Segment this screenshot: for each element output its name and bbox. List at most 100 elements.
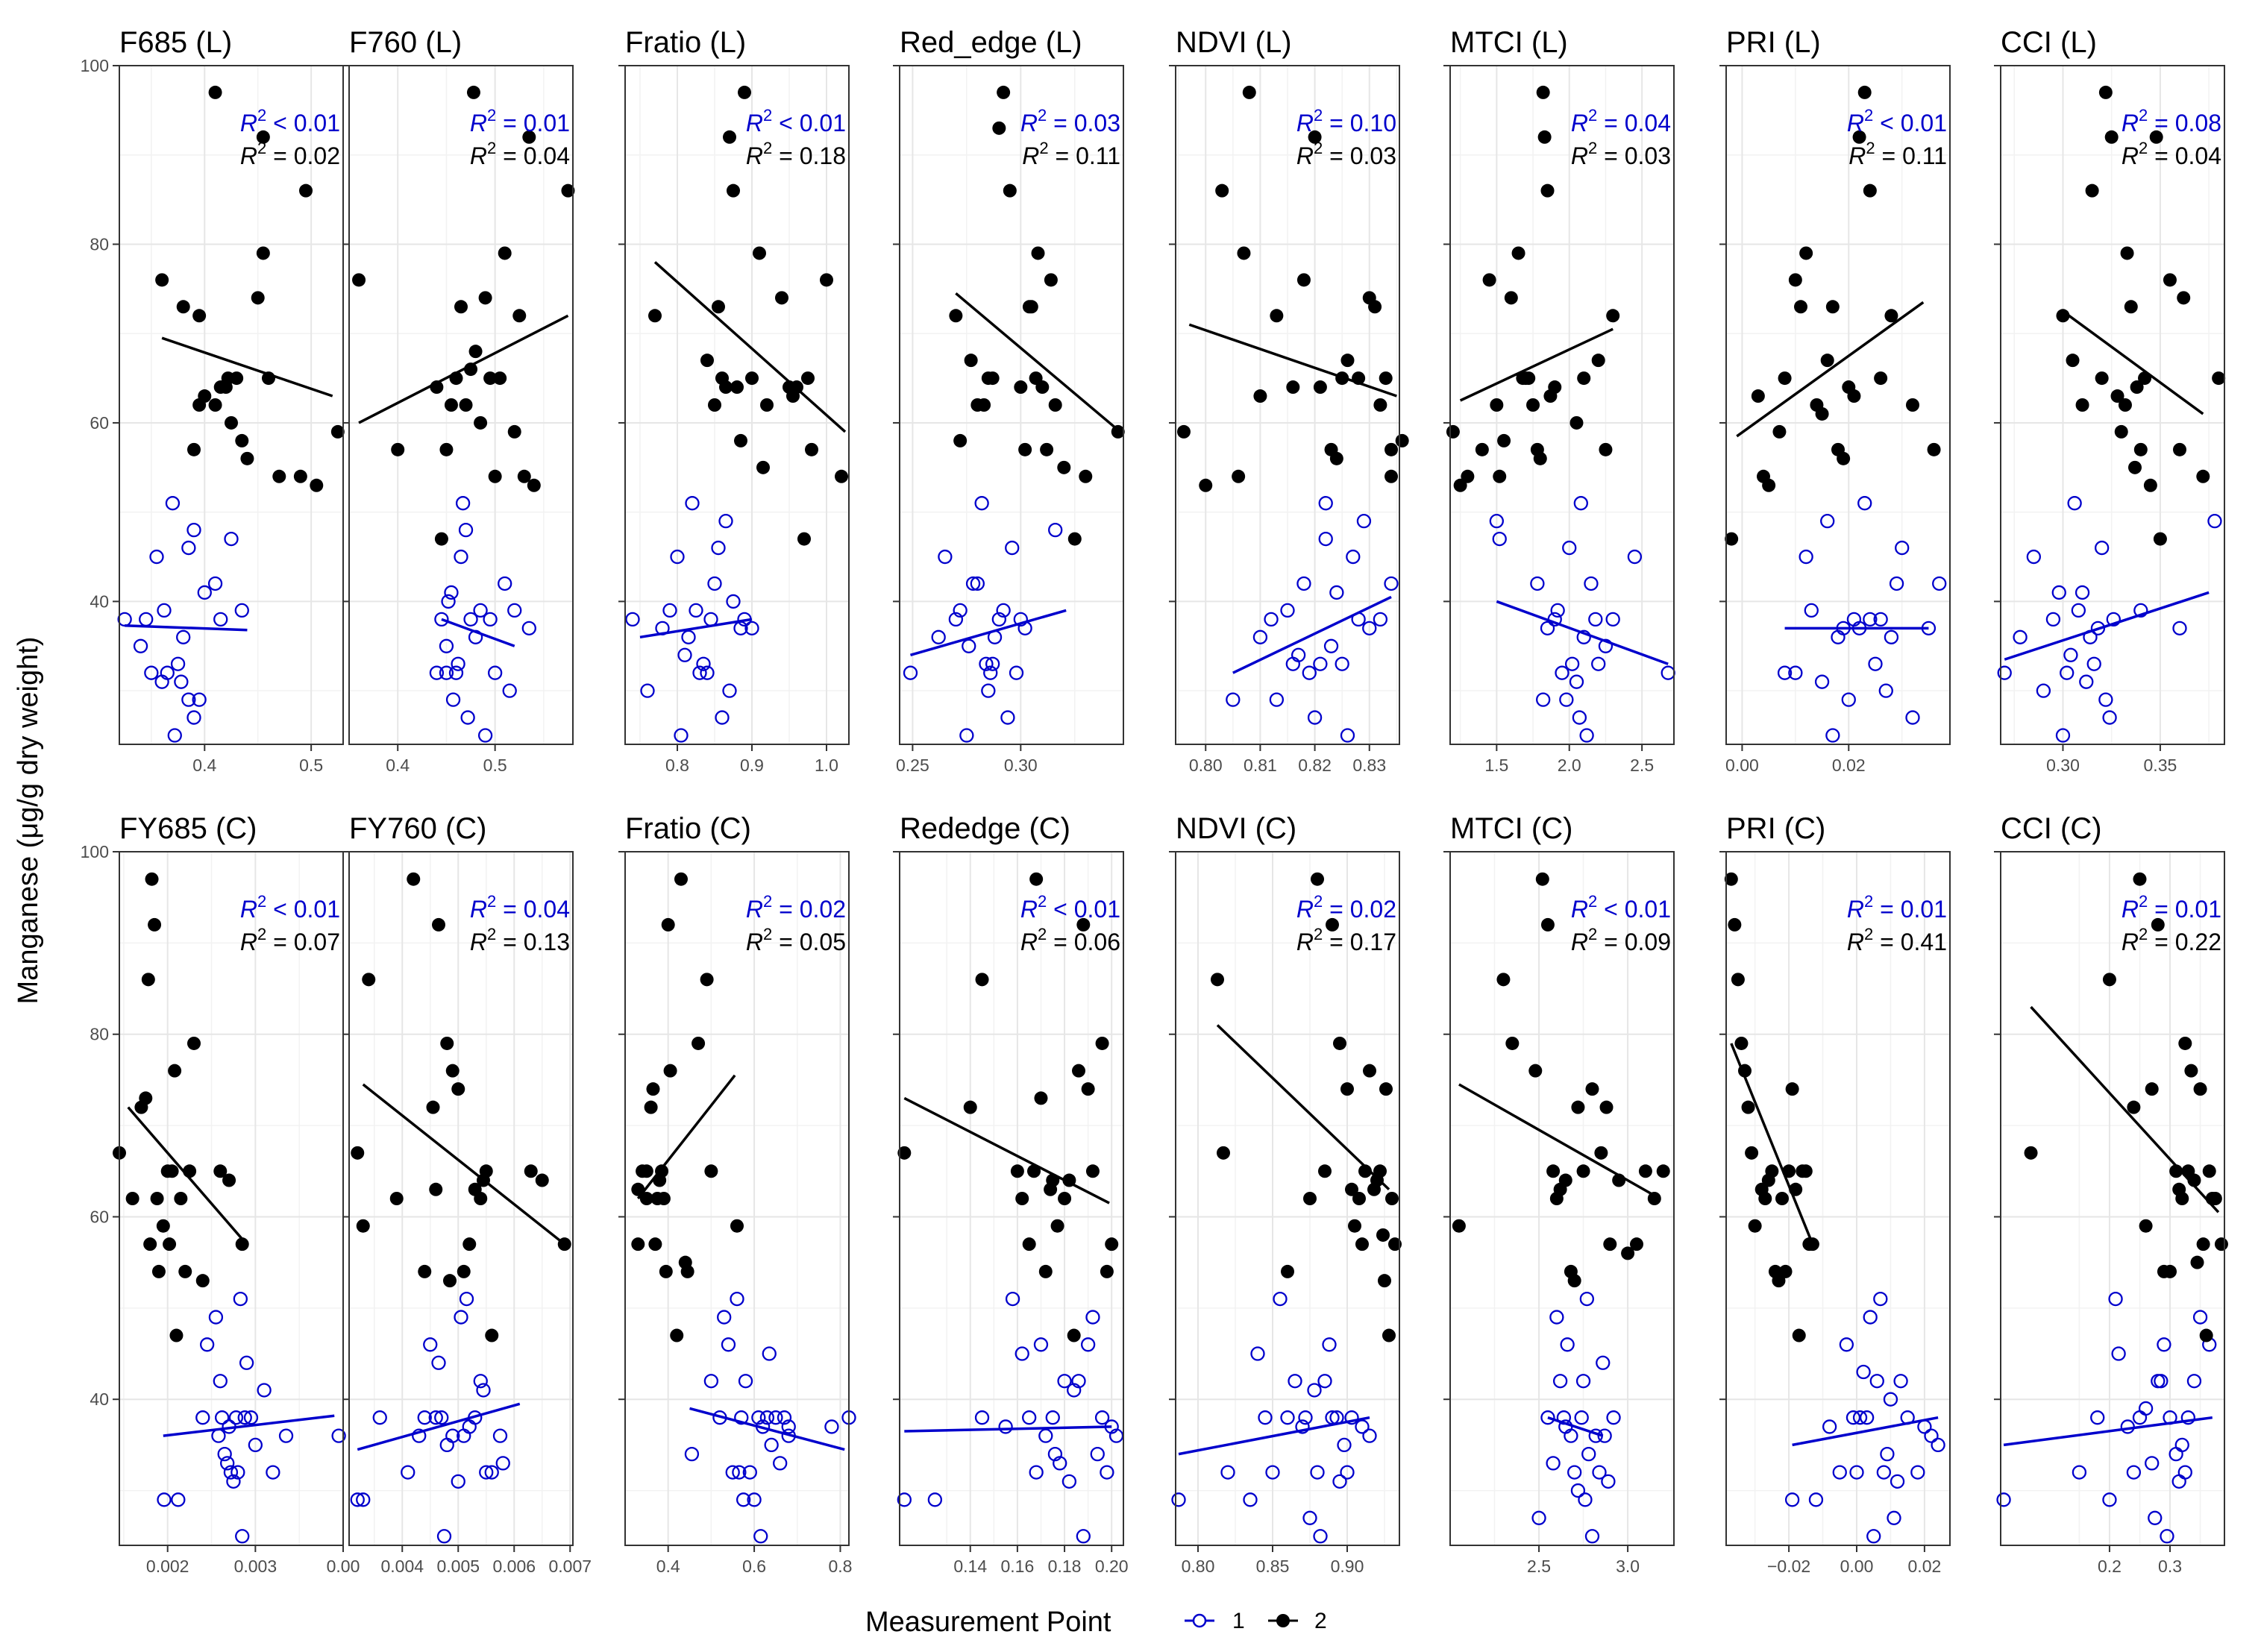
point-series-1	[979, 656, 994, 671]
point-series-1	[1592, 1465, 1607, 1480]
point-series-2	[187, 1036, 201, 1050]
point-series-1	[463, 612, 478, 627]
x-tick-label: 1.5	[1484, 756, 1508, 775]
point-series-2	[165, 1164, 179, 1178]
r2-superscript: 2	[487, 106, 496, 125]
point-series-2	[479, 1164, 493, 1178]
point-series-2	[1496, 973, 1511, 987]
point-series-1	[764, 1437, 779, 1453]
point-series-1	[186, 522, 201, 538]
point-series-1	[223, 1465, 239, 1480]
point-series-2	[457, 1264, 471, 1278]
point-series-2	[2024, 1146, 2038, 1160]
point-series-1	[133, 638, 148, 653]
panel-title: FY760 (C)	[349, 812, 487, 845]
point-series-1	[696, 656, 711, 671]
fit-line-series-1	[1547, 1416, 1604, 1437]
r2-superscript: 2	[1864, 106, 1873, 125]
point-series-2	[1546, 1164, 1561, 1178]
r2-symbol: R	[746, 929, 763, 955]
r2-superscript: 2	[763, 139, 772, 157]
point-series-2	[1029, 872, 1044, 886]
point-series-1	[1302, 1510, 1317, 1525]
point-series-1	[1814, 674, 1830, 689]
point-series-2	[2098, 85, 2113, 99]
point-series-2	[1352, 1192, 1366, 1205]
r2-superscript: 2	[257, 925, 266, 943]
point-series-1	[454, 1310, 468, 1325]
point-series-2	[1022, 1237, 1036, 1251]
point-series-2	[225, 415, 238, 430]
point-series-2	[756, 460, 770, 474]
point-series-1	[356, 1492, 371, 1507]
point-series-1	[1852, 1410, 1868, 1425]
point-series-2	[1373, 398, 1387, 412]
point-series-1	[507, 603, 522, 618]
point-series-2	[1105, 1237, 1119, 1251]
panel-border	[624, 65, 850, 745]
panel-border	[348, 851, 574, 1546]
point-series-1	[1322, 1337, 1337, 1352]
point-series-2	[1379, 1082, 1393, 1096]
point-series-1	[1296, 576, 1311, 591]
point-series-2	[2133, 442, 2148, 456]
point-series-1	[974, 1410, 990, 1425]
point-series-1	[953, 603, 968, 618]
point-series-2	[835, 469, 848, 483]
point-series-1	[436, 1529, 452, 1544]
point-series-1	[2177, 1465, 2192, 1480]
point-series-1	[1808, 1492, 1824, 1507]
panel-title: Red_edge (L)	[900, 26, 1082, 59]
point-series-2	[659, 1264, 673, 1278]
point-series-2	[1253, 389, 1267, 403]
x-tick-label: 0.002	[146, 1557, 189, 1576]
point-series-2	[1837, 451, 1851, 465]
fit-line-series-2	[1458, 1083, 1661, 1200]
point-series-1	[1071, 1374, 1086, 1389]
point-series-2	[178, 1264, 192, 1278]
r2-value: = 0.07	[266, 929, 340, 955]
point-series-1	[1362, 1428, 1377, 1443]
point-series-2	[1599, 1100, 1614, 1114]
point-series-1	[1627, 549, 1643, 565]
point-series-2	[1533, 451, 1547, 465]
point-series-2	[1311, 872, 1324, 886]
point-series-1	[479, 1465, 494, 1480]
point-series-1	[1596, 1355, 1611, 1370]
point-series-1	[451, 1474, 465, 1489]
point-series-1	[948, 612, 964, 627]
point-series-2	[1281, 1264, 1294, 1278]
point-series-1	[1076, 1529, 1091, 1544]
point-series-2	[975, 973, 989, 987]
panel-border	[1449, 65, 1675, 745]
point-series-1	[350, 1492, 365, 1507]
point-series-1	[1373, 612, 1388, 627]
point-series-2	[1724, 872, 1738, 886]
fit-line-series-1	[1792, 1416, 1939, 1447]
panel-title: CCI (L)	[2001, 26, 2097, 59]
point-series-1	[1335, 656, 1349, 671]
r2-symbol: R	[470, 142, 487, 169]
point-series-1	[235, 1529, 250, 1544]
point-series-1	[2071, 603, 2086, 618]
x-tick-label: 2.5	[1630, 756, 1654, 775]
fit-line-series-2	[1459, 327, 1614, 402]
point-series-2	[1528, 1064, 1543, 1078]
point-series-2	[2178, 1036, 2192, 1050]
point-series-2	[2110, 389, 2124, 403]
r2-superscript: 2	[2139, 106, 2148, 125]
point-series-2	[230, 371, 244, 386]
r2-superscript: 2	[2139, 892, 2148, 911]
point-series-1	[1581, 1446, 1596, 1462]
point-series-2	[459, 398, 473, 412]
fit-line-series-1	[639, 618, 753, 639]
y-tick-label: 80	[90, 1025, 109, 1044]
point-series-2	[151, 1264, 166, 1278]
point-series-2	[1085, 1164, 1100, 1178]
r2-label-series-2: R2 = 0.41	[1847, 925, 1947, 955]
point-series-1	[1606, 1410, 1621, 1425]
point-series-1	[1601, 1474, 1616, 1489]
